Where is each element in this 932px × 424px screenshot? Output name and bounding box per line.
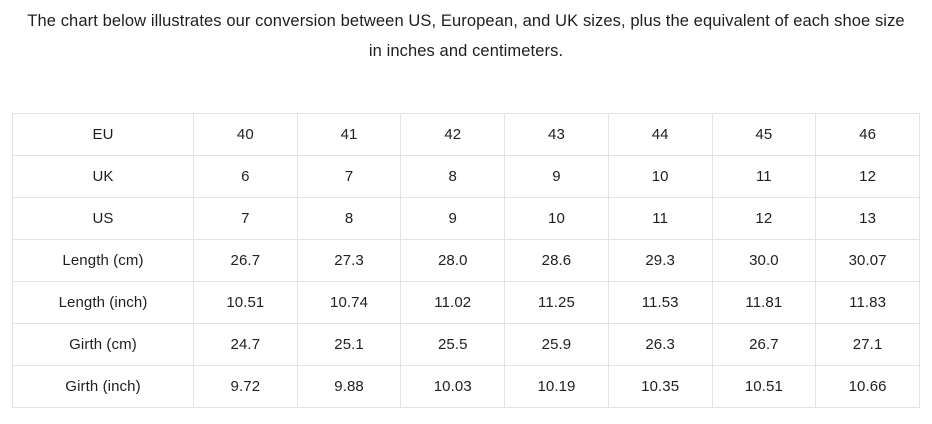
- table-cell: 41: [296, 113, 402, 156]
- table-cell: 28.0: [400, 239, 506, 282]
- table-cell: 11.53: [607, 281, 713, 324]
- table-cell: 25.1: [296, 323, 402, 366]
- table-cell: 11: [607, 197, 713, 240]
- table-cell: 24.7: [193, 323, 298, 366]
- table-cell: 26.7: [711, 323, 817, 366]
- table-cell: 45: [711, 113, 817, 156]
- table-cell: 10.51: [711, 365, 817, 408]
- table-cell: 43: [504, 113, 609, 156]
- row-label: Length (inch): [12, 281, 194, 324]
- table-cell: 40: [193, 113, 298, 156]
- row-label: Girth (cm): [12, 323, 194, 366]
- table-cell: 26.7: [193, 239, 298, 282]
- size-conversion-table-container: EU 40 41 42 43 44 45 46 UK 6 7 8 9 10 11 12 US 7 8 9 10 11 12 1…: [12, 113, 920, 408]
- table-cell: 27.3: [296, 239, 402, 282]
- table-cell: 9.88: [296, 365, 402, 408]
- table-cell: 9: [400, 197, 506, 240]
- table-cell: 10.03: [400, 365, 506, 408]
- table-row: Girth (inch) 9.72 9.88 10.03 10.19 10.35 10.51…: [12, 365, 920, 408]
- table-cell: 8: [296, 197, 402, 240]
- size-conversion-table: EU 40 41 42 43 44 45 46 UK 6 7 8 9 10 11 12 US 7 8 9 10 11 12 1…: [12, 113, 920, 408]
- table-cell: 26.3: [607, 323, 713, 366]
- table-cell: 46: [815, 113, 920, 156]
- row-label: EU: [12, 113, 194, 156]
- table-row: Length (cm) 26.7 27.3 28.0 28.6 29.3 30.0 30.07: [12, 239, 920, 282]
- table-cell: 11: [711, 155, 817, 198]
- table-cell: 9.72: [193, 365, 298, 408]
- table-cell: 30.07: [815, 239, 920, 282]
- table-cell: 10.35: [607, 365, 713, 408]
- table-cell: 10.66: [815, 365, 920, 408]
- size-conversion-table-body: EU 40 41 42 43 44 45 46 UK 6 7 8 9 10 11 12 US 7 8 9 10 11 12 1…: [12, 113, 920, 408]
- table-cell: 9: [504, 155, 609, 198]
- table-cell: 10: [607, 155, 713, 198]
- table-cell: 13: [815, 197, 920, 240]
- row-label: UK: [12, 155, 194, 198]
- table-cell: 10.51: [193, 281, 298, 324]
- table-cell: 30.0: [711, 239, 817, 282]
- row-label: Length (cm): [12, 239, 194, 282]
- table-cell: 10: [504, 197, 609, 240]
- table-cell: 10.19: [504, 365, 609, 408]
- table-row: UK 6 7 8 9 10 11 12: [12, 155, 920, 198]
- table-cell: 6: [193, 155, 298, 198]
- row-label: Girth (inch): [12, 365, 194, 408]
- table-cell: 7: [296, 155, 402, 198]
- page-description: The chart below illustrates our conversi…: [27, 12, 905, 60]
- table-cell: 12: [711, 197, 817, 240]
- table-cell: 27.1: [815, 323, 920, 366]
- row-label: US: [12, 197, 194, 240]
- table-cell: 11.02: [400, 281, 506, 324]
- table-cell: 8: [400, 155, 506, 198]
- table-cell: 7: [193, 197, 298, 240]
- table-row: EU 40 41 42 43 44 45 46: [12, 113, 920, 156]
- table-row: Length (inch) 10.51 10.74 11.02 11.25 11.53 11…: [12, 281, 920, 324]
- table-cell: 10.74: [296, 281, 402, 324]
- table-cell: 28.6: [504, 239, 609, 282]
- table-cell: 25.9: [504, 323, 609, 366]
- table-cell: 44: [607, 113, 713, 156]
- table-cell: 12: [815, 155, 920, 198]
- table-cell: 11.81: [711, 281, 817, 324]
- table-cell: 11.25: [504, 281, 609, 324]
- table-cell: 11.83: [815, 281, 920, 324]
- table-cell: 29.3: [607, 239, 713, 282]
- table-cell: 25.5: [400, 323, 506, 366]
- table-row: Girth (cm) 24.7 25.1 25.5 25.9 26.3 26.7 27.1: [12, 323, 920, 366]
- table-cell: 42: [400, 113, 506, 156]
- table-row: US 7 8 9 10 11 12 13: [12, 197, 920, 240]
